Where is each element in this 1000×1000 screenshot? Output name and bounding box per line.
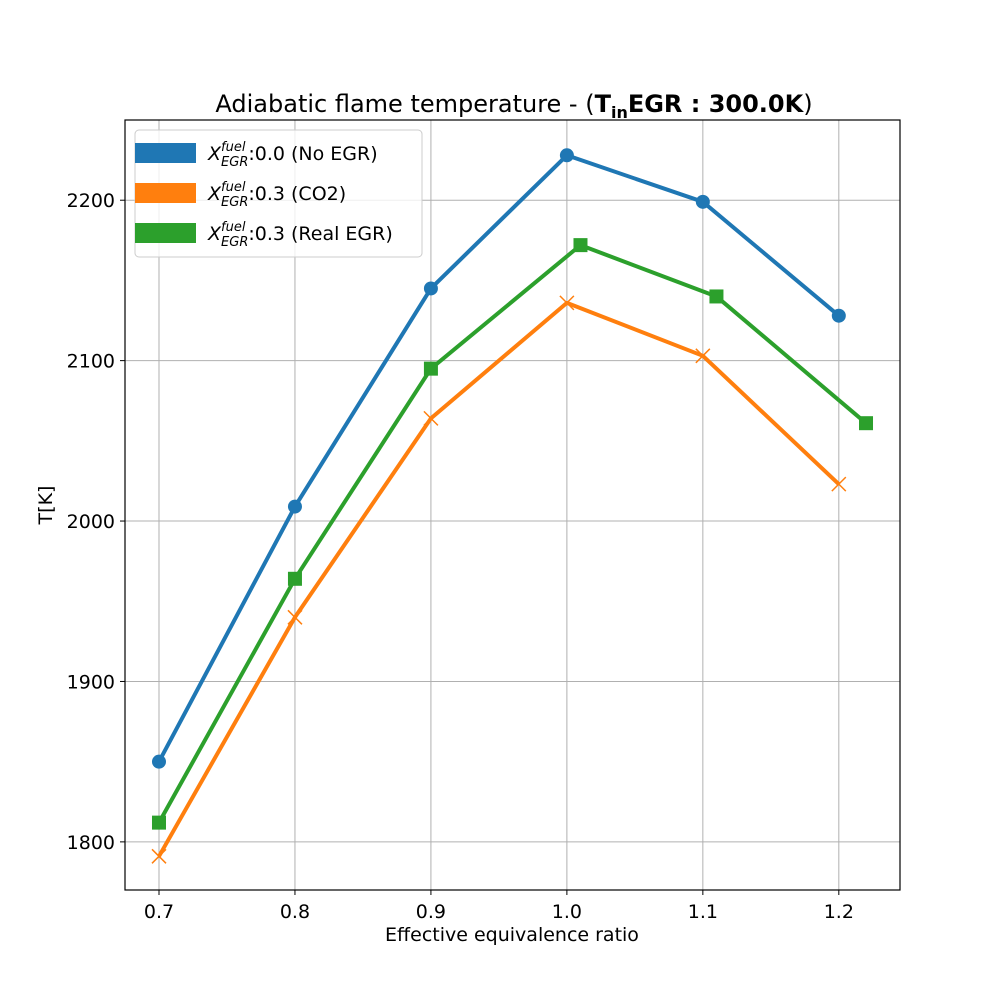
- series-3: [151, 238, 874, 830]
- legend-sub: EGR: [221, 195, 248, 210]
- data-point: [423, 410, 439, 426]
- x-tick-label: 0.8: [280, 901, 310, 923]
- x-axis-ticks: 0.7 0.8 0.9 1.0 1.1 1.2: [144, 890, 854, 923]
- data-point: [151, 815, 166, 830]
- legend-swatch: [135, 183, 196, 203]
- legend-sub: EGR: [221, 155, 248, 170]
- x-tick-label: 1.1: [688, 901, 718, 923]
- x-tick-label: 0.9: [416, 901, 446, 923]
- data-point: [151, 848, 167, 864]
- plot-frame: [124, 119, 901, 891]
- data-point: [423, 361, 438, 376]
- chart-title-suffix: ): [803, 90, 812, 118]
- series-1: [151, 148, 846, 769]
- data-point: [831, 476, 847, 492]
- chart-title-sub: in: [611, 103, 628, 122]
- y-axis-label: T[K]: [35, 486, 57, 526]
- legend-label: Xfuel EGR:0.3 (CO2): [207, 180, 346, 210]
- legend-var: X: [207, 143, 222, 165]
- y-tick-label: 2100: [67, 351, 115, 373]
- chart-title-prefix: Adiabatic flame temperature - (: [215, 90, 594, 118]
- data-point: [859, 416, 874, 431]
- legend-sup: fuel: [221, 180, 246, 195]
- data-point: [287, 609, 303, 625]
- y-axis-ticks: 1800 1900 2000 2100 2200: [67, 190, 125, 854]
- legend-swatch: [135, 143, 196, 163]
- legend-text: :0.0 (No EGR): [248, 143, 377, 165]
- series-2: [151, 295, 847, 864]
- chart-title-main: T: [595, 90, 612, 118]
- data-point: [287, 499, 302, 514]
- data-point: [287, 571, 302, 586]
- x-axis-label: Effective equivalence ratio: [385, 924, 639, 946]
- legend-sup: fuel: [221, 140, 246, 155]
- x-tick-label: 0.7: [144, 901, 174, 923]
- legend-sup: fuel: [221, 220, 246, 235]
- y-tick-label: 2000: [67, 511, 115, 533]
- legend-sub: EGR: [221, 235, 248, 250]
- data-point: [695, 194, 710, 209]
- y-tick-label: 1900: [67, 671, 115, 693]
- legend-var: X: [207, 223, 222, 245]
- legend-text: :0.3 (Real EGR): [248, 223, 392, 245]
- data-point: [423, 281, 438, 296]
- legend-label: Xfuel EGR:0.3 (Real EGR): [207, 220, 393, 250]
- data-point: [151, 754, 166, 769]
- data-point: [695, 348, 711, 364]
- series-line: [157, 243, 868, 824]
- x-tick-label: 1.0: [552, 901, 582, 923]
- series-line: [157, 153, 841, 763]
- legend-swatch: [135, 223, 196, 243]
- y-tick-label: 2200: [67, 190, 115, 212]
- data-point: [709, 289, 724, 304]
- data-point: [559, 148, 574, 163]
- legend-text: :0.3 (CO2): [248, 183, 346, 205]
- legend-label: Xfuel EGR:0.0 (No EGR): [207, 140, 378, 170]
- data-point: [559, 295, 575, 311]
- legend-var: X: [207, 183, 222, 205]
- legend: Xfuel EGR:0.0 (No EGR)Xfuel EGR:0.3 (CO2)X…: [134, 129, 423, 258]
- x-tick-label: 1.2: [824, 901, 854, 923]
- chart-title: Adiabatic flame temperature - (TinEGR : …: [215, 90, 812, 122]
- series-layer: [151, 148, 874, 864]
- y-tick-label: 1800: [67, 832, 115, 854]
- data-point: [831, 308, 846, 323]
- chart-title-rest: EGR : 300.0K: [628, 90, 805, 118]
- series-line: [157, 300, 841, 858]
- data-point: [573, 238, 588, 253]
